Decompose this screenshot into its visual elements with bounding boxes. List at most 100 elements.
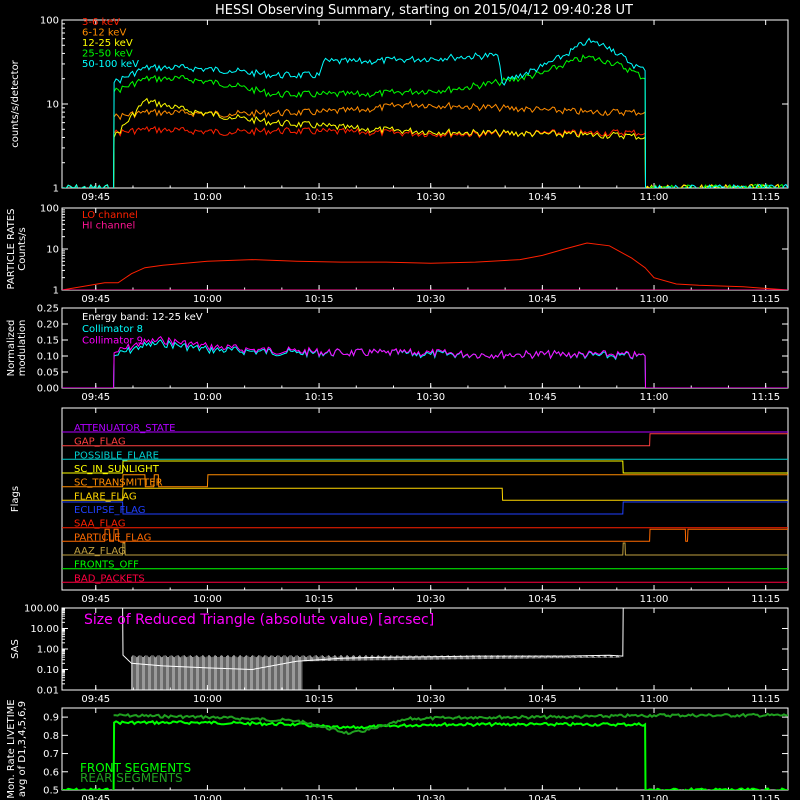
livetime-ytick-label: 0.9: [43, 713, 59, 724]
lightcurves-ytick-label: 10: [46, 100, 59, 111]
modulation-ytick-label: 0.15: [37, 336, 59, 347]
lightcurves-ytick-label: 1: [53, 184, 59, 195]
livetime-panel: 09:45 10:00 10:15 10:30 10:45 11:00 11:15 0.5 0.…: [6, 699, 789, 800]
livetime-xtick-label: 10:00: [193, 794, 222, 800]
livetime-xtick-label: 10:45: [528, 794, 557, 800]
flag-label: GAP_FLAG: [74, 437, 126, 448]
livetime-ylabel: Mon. Rate LIVETIME: [6, 699, 17, 798]
sas-ytick-label: 10.00: [30, 624, 59, 635]
lightcurves-xtick-label: 10:15: [305, 192, 334, 203]
flag-label: POSSIBLE_FLARE: [74, 450, 159, 461]
sas-ytick-label: 0.10: [37, 665, 59, 676]
modulation-series-0: [62, 339, 788, 388]
lightcurves-frame: [61, 19, 789, 189]
modulation-ylabel: modulation: [17, 320, 28, 377]
flag-line-sc-transmitter: [62, 474, 788, 488]
lightcurves-xtick-label: 11:00: [640, 192, 669, 203]
flag-label: ECLIPSE_FLAG: [74, 505, 145, 516]
modulation-xtick-label: 09:45: [81, 392, 110, 403]
legend-entry: 3-6 keV: [82, 17, 120, 28]
flag-line-particle-flag: [62, 528, 788, 542]
livetime-series-1: [113, 712, 788, 736]
flag-label: SC_TRANSMITTER: [74, 478, 163, 489]
lightcurves-xtick-label: 10:45: [528, 192, 557, 203]
flag-line-aaz-flag: [62, 542, 788, 556]
flag-line-gap-flag: [62, 433, 788, 447]
modulation-frame: [61, 307, 789, 389]
modulation-xtick-label: 10:00: [193, 392, 222, 403]
legend-entry: Collimator 9: [82, 336, 143, 347]
legend-entry: HI channel: [82, 221, 135, 232]
lightcurves-series-4: [62, 37, 788, 188]
particle-frame: [61, 207, 789, 291]
flag-label: SC_IN_SUNLIGHT: [74, 464, 160, 475]
lightcurves-data: [62, 37, 788, 188]
modulation-xtick-label: 10:15: [305, 392, 334, 403]
sas-xtick-label: 11:00: [640, 694, 669, 705]
modulation-xtick-label: 10:30: [416, 392, 445, 403]
particle-series-0: [62, 242, 788, 290]
flag-label: FLARE_FLAG: [74, 491, 137, 502]
legend-entry: Collimator 8: [82, 324, 143, 335]
flags-xtick-label: 11:15: [751, 594, 780, 605]
livetime-xtick-label: 10:30: [416, 794, 445, 800]
livetime-ytick-label: 0.6: [43, 767, 59, 778]
sas-ytick-label: 0.01: [37, 686, 59, 697]
sas-xtick-label: 10:45: [528, 694, 557, 705]
lightcurves-xtick-label: 09:45: [81, 192, 110, 203]
lightcurves-series-0: [62, 125, 788, 188]
flags-xtick-label: 11:00: [640, 594, 669, 605]
modulation-ylabel: Normalized: [6, 320, 17, 377]
lightcurves-xtick-label: 10:30: [416, 192, 445, 203]
flags-xtick-label: 10:15: [305, 594, 334, 605]
flags-xtick-label: 09:45: [81, 594, 110, 605]
lightcurves-ylabel: counts/s/detector: [10, 59, 21, 147]
flag-label: PARTICLE_FLAG: [74, 532, 151, 543]
legend-entry: 25-50 keV: [82, 49, 133, 60]
particle-ylabel: PARTICLE RATES: [6, 209, 17, 290]
modulation-panel: 09:45 10:00 10:15 10:30 10:45 11:00 11:15 0.00 0…: [6, 304, 789, 403]
particle-panel: 09:45 10:00 10:15 10:30 10:45 11:00 11:15 1 10 10…: [6, 204, 789, 305]
legend-entry: REAR SEGMENTS: [80, 771, 183, 785]
livetime-xtick-label: 11:00: [640, 794, 669, 800]
sas-ytick-label: 1.00: [37, 645, 59, 656]
sas-xtick-label: 10:30: [416, 694, 445, 705]
lightcurves-series-2: [62, 97, 788, 188]
sas-xtick-label: 09:45: [81, 694, 110, 705]
modulation-ytick-label: 0.00: [37, 384, 59, 395]
flag-label: SAA_FLAG: [74, 519, 125, 530]
modulation-series-1: [62, 336, 788, 388]
livetime-xtick-label: 11:15: [751, 794, 780, 800]
particle-xtick-label: 10:15: [305, 294, 334, 305]
particle-data: [62, 242, 788, 290]
flag-label: ATTENUATOR_STATE: [74, 423, 175, 434]
livetime-ytick-label: 0.8: [43, 731, 59, 742]
sas-ytick-label: 100.00: [24, 604, 59, 615]
flags-xtick-label: 10:45: [528, 594, 557, 605]
sas-xtick-label: 11:15: [751, 694, 780, 705]
modulation-xtick-label: 11:00: [640, 392, 669, 403]
flag-line-sc-in-sunlight: [62, 460, 788, 474]
livetime-xtick-label: 09:45: [81, 794, 110, 800]
legend-entry: 50-100 keV: [82, 59, 139, 70]
sas-panel: 09:45 10:00 10:15 10:30 10:45 11:00 11:15 0.01 0…: [10, 604, 789, 705]
particle-ylabel: Counts/s: [17, 227, 28, 271]
legend-entry: FRONT SEGMENTS: [80, 761, 191, 775]
livetime-ytick-label: 0.5: [43, 786, 59, 797]
modulation-xtick-label: 10:45: [528, 392, 557, 403]
lightcurves-xtick-label: 11:15: [751, 192, 780, 203]
particle-xtick-label: 09:45: [81, 294, 110, 305]
particle-xtick-label: 11:15: [751, 294, 780, 305]
modulation-xtick-label: 11:15: [751, 392, 780, 403]
sas-noise-band: [131, 655, 621, 690]
livetime-ylabel: avg of D1,3,4,5,6,9: [17, 701, 28, 797]
flag-line-flare-flag: [62, 487, 788, 501]
legend-entry: 6-12 keV: [82, 28, 126, 39]
lightcurves-series-3: [62, 54, 788, 188]
lightcurves-panel: 09:45 10:00 10:15 10:30 10:45 11:00 11:15 1 10 10…: [10, 16, 789, 203]
flag-label: BAD_PACKETS: [74, 573, 145, 584]
modulation-ytick-label: 0.05: [37, 368, 59, 379]
particle-xtick-label: 10:45: [528, 294, 557, 305]
